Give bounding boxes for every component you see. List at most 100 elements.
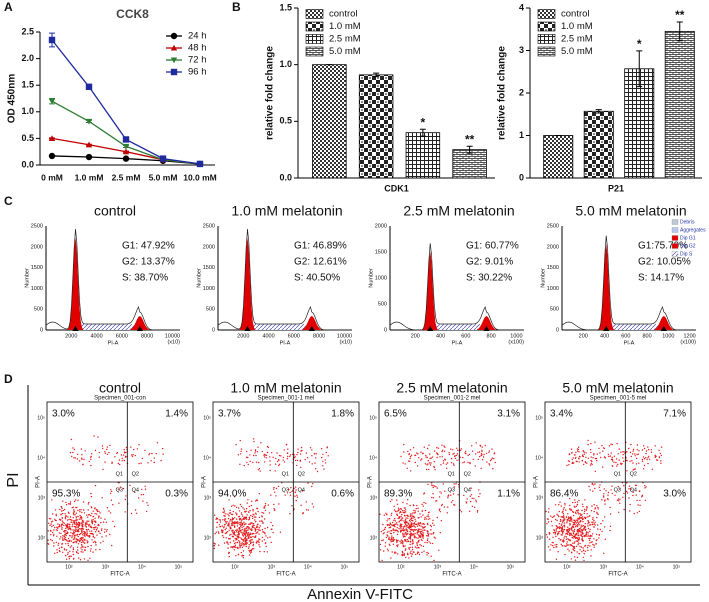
y-tick-label: 1000 bbox=[203, 286, 215, 292]
event-dot bbox=[243, 540, 244, 541]
y-tick-label: 500 bbox=[206, 307, 215, 313]
event-dot bbox=[412, 517, 413, 518]
event-dot bbox=[388, 537, 389, 538]
event-dot bbox=[239, 524, 240, 525]
event-dot bbox=[576, 546, 577, 547]
event-dot bbox=[417, 553, 418, 554]
event-dot bbox=[99, 549, 100, 550]
quadrant-label: Q4 bbox=[298, 487, 305, 493]
event-dot bbox=[112, 521, 113, 522]
point bbox=[123, 136, 129, 142]
event-dot bbox=[444, 451, 445, 452]
event-dot bbox=[401, 539, 402, 540]
event-dot bbox=[603, 493, 604, 494]
x-tick-label: 10³ bbox=[600, 564, 608, 570]
event-dot bbox=[247, 529, 248, 530]
event-dot bbox=[266, 457, 267, 458]
event-dot bbox=[405, 548, 406, 549]
event-dot bbox=[548, 511, 549, 512]
y-axis-label: relative fold change bbox=[497, 46, 508, 140]
event-dot bbox=[584, 535, 585, 536]
event-dot bbox=[241, 512, 242, 513]
event-dot bbox=[441, 451, 442, 452]
event-dot bbox=[244, 465, 245, 466]
event-dot bbox=[233, 540, 234, 541]
event-dot bbox=[47, 540, 48, 541]
event-dot bbox=[434, 461, 435, 462]
event-dot bbox=[405, 511, 406, 512]
event-dot bbox=[228, 522, 229, 523]
event-dot bbox=[574, 531, 575, 532]
event-dot bbox=[295, 460, 296, 461]
event-dot bbox=[582, 538, 583, 539]
event-dot bbox=[83, 459, 84, 460]
event-dot bbox=[296, 500, 297, 501]
event-dot bbox=[393, 544, 394, 545]
event-dot bbox=[239, 547, 240, 548]
event-dot bbox=[397, 527, 398, 528]
event-dot bbox=[130, 446, 131, 447]
event-dot bbox=[549, 533, 550, 534]
event-dot bbox=[56, 527, 57, 528]
event-dot bbox=[256, 527, 257, 528]
event-dot bbox=[632, 450, 633, 451]
event-dot bbox=[585, 551, 586, 552]
event-dot bbox=[219, 526, 220, 527]
event-dot bbox=[575, 513, 576, 514]
event-dot bbox=[575, 526, 576, 527]
event-dot bbox=[79, 525, 80, 526]
event-dot bbox=[109, 445, 110, 446]
event-dot bbox=[66, 549, 67, 550]
event-dot bbox=[411, 535, 412, 536]
event-dot bbox=[567, 541, 568, 542]
event-dot bbox=[409, 520, 410, 521]
event-dot bbox=[80, 519, 81, 520]
event-dot bbox=[90, 550, 91, 551]
bar bbox=[453, 150, 487, 178]
event-dot bbox=[568, 464, 569, 465]
stat: S: 40.50% bbox=[294, 273, 340, 284]
event-dot bbox=[230, 542, 231, 543]
event-dot bbox=[639, 511, 640, 512]
event-dot bbox=[218, 545, 219, 546]
event-dot bbox=[262, 540, 263, 541]
x-axis-label: PI-A bbox=[452, 340, 463, 346]
event-dot bbox=[295, 489, 296, 490]
legend-swatch bbox=[306, 35, 323, 44]
y-tick-label: 10⁵ bbox=[203, 415, 211, 421]
event-dot bbox=[224, 524, 225, 525]
event-dot bbox=[467, 462, 468, 463]
event-dot bbox=[569, 508, 570, 509]
event-dot bbox=[563, 509, 564, 510]
event-dot bbox=[481, 453, 482, 454]
event-dot bbox=[117, 452, 118, 453]
event-dot bbox=[384, 532, 385, 533]
event-dot bbox=[88, 529, 89, 530]
event-dot bbox=[61, 529, 62, 530]
event-dot bbox=[587, 547, 588, 548]
x-tick-label: 10⁵ bbox=[341, 564, 349, 570]
event-dot bbox=[596, 543, 597, 544]
event-dot bbox=[626, 451, 627, 452]
x-tick-label: 10² bbox=[231, 564, 239, 570]
event-dot bbox=[579, 461, 580, 462]
quadrant-label: Q3 bbox=[614, 487, 621, 493]
event-dot bbox=[575, 452, 576, 453]
legend-swatch bbox=[306, 10, 323, 19]
event-dot bbox=[578, 447, 579, 448]
event-dot bbox=[55, 509, 56, 510]
event-dot bbox=[579, 543, 580, 544]
event-dot bbox=[470, 501, 471, 502]
event-dot bbox=[469, 462, 470, 463]
event-dot bbox=[420, 523, 421, 524]
event-dot bbox=[420, 537, 421, 538]
event-dot bbox=[402, 543, 403, 544]
event-dot bbox=[400, 456, 401, 457]
event-dot bbox=[247, 514, 248, 515]
event-dot bbox=[272, 457, 273, 458]
event-dot bbox=[466, 502, 467, 503]
x-tick-label: 10⁴ bbox=[470, 564, 478, 570]
event-dot bbox=[412, 526, 413, 527]
event-dot bbox=[439, 456, 440, 457]
event-dot bbox=[580, 527, 581, 528]
